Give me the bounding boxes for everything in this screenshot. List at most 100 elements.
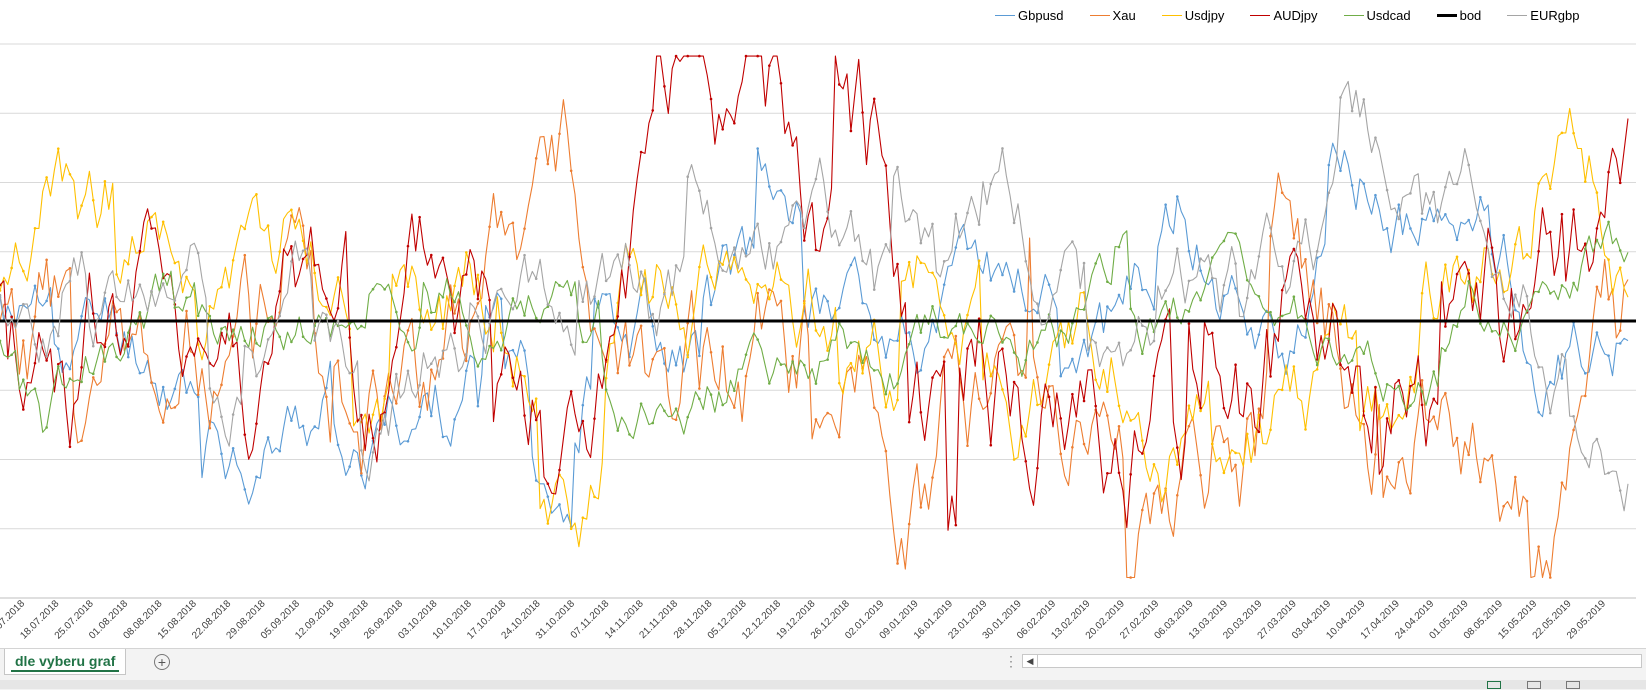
data-point bbox=[1490, 246, 1494, 249]
data-point bbox=[686, 415, 690, 419]
data-point bbox=[1514, 308, 1517, 312]
data-point bbox=[45, 176, 48, 179]
data-point bbox=[464, 251, 468, 254]
data-point bbox=[383, 397, 386, 401]
data-point bbox=[593, 327, 596, 330]
data-point bbox=[1187, 279, 1191, 283]
data-point bbox=[1152, 492, 1156, 495]
data-point bbox=[185, 275, 188, 279]
legend-label: Usdcad bbox=[1366, 8, 1411, 23]
data-point bbox=[1397, 384, 1401, 388]
data-point bbox=[406, 285, 410, 288]
data-point bbox=[1385, 417, 1389, 420]
data-point bbox=[1385, 475, 1389, 478]
data-point bbox=[208, 426, 212, 430]
data-point bbox=[418, 405, 421, 408]
data-point bbox=[1595, 227, 1599, 230]
data-point bbox=[966, 247, 969, 251]
data-point bbox=[1350, 109, 1354, 113]
data-point bbox=[919, 241, 923, 245]
data-point bbox=[558, 284, 561, 287]
data-point bbox=[872, 406, 876, 409]
data-point bbox=[325, 297, 328, 300]
data-point bbox=[418, 415, 421, 419]
data-point bbox=[1245, 333, 1249, 336]
add-sheet-icon[interactable]: + bbox=[154, 654, 170, 670]
data-point bbox=[1618, 249, 1622, 252]
data-point bbox=[674, 407, 678, 410]
data-point bbox=[1618, 342, 1622, 345]
data-point bbox=[1199, 269, 1202, 272]
data-point bbox=[1129, 473, 1132, 476]
data-point bbox=[1164, 203, 1167, 206]
data-point bbox=[546, 482, 550, 486]
data-point bbox=[1036, 466, 1039, 470]
chart-area[interactable]: 11.07.2018 18.07.2018 25.07.2018 01.08.2018… bbox=[0, 0, 1646, 648]
data-point bbox=[1304, 428, 1307, 431]
data-point bbox=[1560, 212, 1564, 216]
data-point bbox=[243, 488, 247, 491]
data-point bbox=[115, 333, 118, 337]
data-point bbox=[1385, 402, 1389, 406]
vertical-dots-icon[interactable]: ⋮ bbox=[1004, 653, 1018, 669]
data-point bbox=[91, 344, 95, 348]
data-point bbox=[1618, 489, 1622, 492]
data-point bbox=[1525, 294, 1529, 298]
data-point bbox=[1479, 280, 1482, 284]
data-point bbox=[1467, 280, 1470, 283]
horizontal-scrollbar[interactable]: ◀ bbox=[1022, 654, 1642, 668]
data-point bbox=[1024, 309, 1028, 312]
data-point bbox=[360, 449, 363, 452]
data-point bbox=[1106, 346, 1109, 349]
data-point bbox=[1141, 352, 1144, 356]
data-point bbox=[966, 444, 969, 448]
data-point bbox=[56, 147, 60, 150]
page-break-view-icon[interactable] bbox=[1566, 681, 1580, 689]
data-point bbox=[10, 318, 13, 321]
data-point bbox=[243, 227, 247, 231]
data-point bbox=[1001, 341, 1004, 344]
data-point bbox=[476, 297, 480, 301]
data-point bbox=[1024, 376, 1028, 379]
data-point bbox=[1245, 432, 1249, 436]
data-point bbox=[1187, 424, 1191, 428]
data-point bbox=[1479, 322, 1482, 325]
data-point bbox=[1245, 417, 1249, 420]
data-point bbox=[1444, 349, 1447, 352]
chevron-left-icon[interactable]: ◀ bbox=[1023, 655, 1038, 667]
data-point bbox=[546, 305, 550, 309]
normal-view-icon[interactable] bbox=[1487, 681, 1501, 689]
data-point bbox=[68, 172, 72, 176]
data-point bbox=[243, 339, 247, 343]
data-point bbox=[1199, 409, 1202, 413]
data-point bbox=[1024, 259, 1028, 263]
page-layout-icon[interactable] bbox=[1527, 681, 1541, 689]
data-point bbox=[1210, 256, 1214, 259]
data-point bbox=[1292, 295, 1296, 298]
data-point bbox=[1222, 406, 1226, 410]
data-point bbox=[185, 296, 188, 299]
data-point bbox=[360, 474, 363, 477]
data-point bbox=[604, 376, 608, 380]
data-point bbox=[255, 374, 258, 378]
data-point bbox=[220, 327, 223, 331]
data-point bbox=[744, 353, 748, 356]
data-point bbox=[1607, 258, 1610, 261]
sheet-tab-active[interactable]: dle vyberu graf bbox=[4, 649, 127, 675]
data-point bbox=[523, 375, 526, 378]
data-point bbox=[558, 503, 561, 506]
data-point bbox=[56, 334, 60, 338]
data-point bbox=[1059, 452, 1063, 456]
data-point bbox=[1455, 325, 1459, 328]
data-point bbox=[1106, 390, 1109, 394]
data-point bbox=[756, 147, 759, 150]
data-point bbox=[325, 395, 328, 399]
data-point bbox=[126, 262, 130, 266]
data-point bbox=[208, 304, 212, 308]
data-point bbox=[733, 406, 736, 409]
data-point bbox=[907, 420, 911, 424]
data-point bbox=[1514, 337, 1517, 341]
data-point bbox=[1315, 368, 1319, 371]
data-point bbox=[1245, 296, 1249, 300]
legend-label: Xau bbox=[1112, 8, 1136, 23]
